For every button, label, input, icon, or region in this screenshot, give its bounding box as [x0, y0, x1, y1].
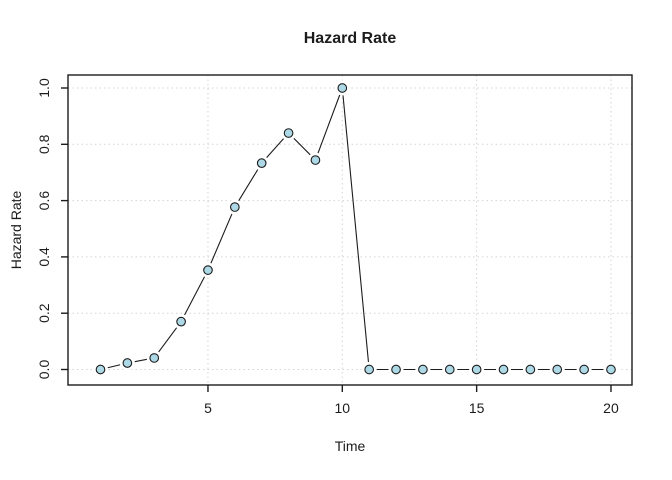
- series-segment: [234, 162, 263, 208]
- tick-label-layer: 5 10 15 20 0.0 0.2 0.4 0.6 0.8 1.0: [36, 78, 619, 416]
- y-tick-label: 0.6: [36, 191, 52, 211]
- y-tick-label: 0.2: [36, 303, 52, 323]
- data-point: [471, 364, 482, 375]
- x-tick-label: 5: [204, 400, 212, 416]
- data-point: [606, 364, 616, 375]
- data-point: [498, 364, 509, 375]
- data-point: [391, 364, 401, 375]
- series-segment: [314, 87, 343, 161]
- plot-box-border: [67, 74, 633, 386]
- data-point: [283, 128, 294, 138]
- series-segment: [207, 206, 236, 271]
- data-point: [122, 358, 133, 368]
- data-point: [203, 265, 213, 275]
- y-axis-label: Hazard Rate: [8, 190, 24, 269]
- data-point: [552, 364, 563, 375]
- chart-title: Hazard Rate: [304, 30, 397, 47]
- y-tick-label: 1.0: [36, 78, 52, 98]
- data-point: [229, 202, 240, 212]
- data-point: [525, 364, 536, 375]
- data-point: [95, 364, 106, 375]
- series-segment: [180, 269, 209, 322]
- data-point: [364, 364, 375, 375]
- series-segment: [153, 321, 182, 359]
- tick-layer: [61, 87, 612, 392]
- x-axis-label: Time: [335, 438, 366, 454]
- data-point: [418, 364, 428, 375]
- grid-layer: [68, 75, 632, 385]
- series-segment: [341, 87, 370, 370]
- data-point: [579, 364, 589, 375]
- data-point: [256, 158, 267, 169]
- y-tick-label: 0.4: [36, 247, 52, 267]
- data-point: [444, 364, 455, 375]
- data-point: [337, 83, 348, 93]
- y-tick-label: 0.0: [36, 360, 52, 380]
- data-point: [149, 353, 160, 363]
- data-point: [176, 316, 186, 327]
- x-tick-label: 15: [469, 400, 485, 416]
- series-layer: [93, 80, 619, 377]
- x-tick-label: 20: [603, 400, 619, 416]
- y-tick-label: 0.8: [36, 134, 52, 154]
- x-tick-label: 10: [335, 400, 351, 416]
- data-point: [310, 155, 321, 165]
